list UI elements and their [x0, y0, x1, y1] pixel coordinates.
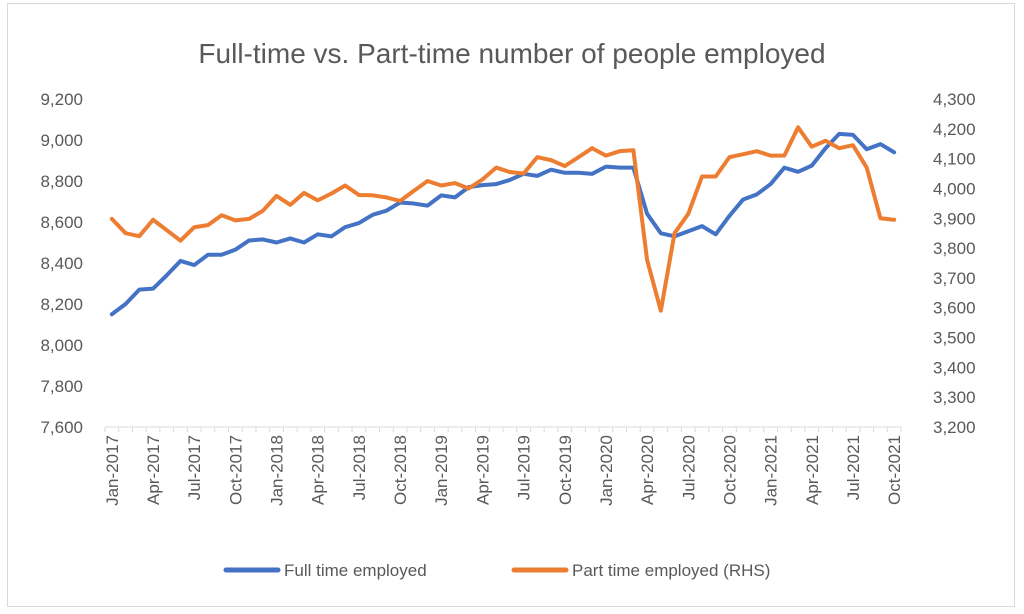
right-tick-label: 3,700: [933, 269, 976, 288]
x-tick-label: Jan-2020: [597, 435, 616, 506]
x-tick-label: Jan-2018: [268, 435, 287, 506]
x-tick-label: Oct-2020: [720, 435, 739, 505]
x-tick-label: Jul-2017: [185, 435, 204, 500]
x-tick-label: Jan-2017: [103, 435, 122, 506]
right-tick-label: 3,200: [933, 418, 976, 437]
right-tick-label: 3,600: [933, 299, 976, 318]
right-tick-label: 4,300: [933, 90, 976, 109]
left-tick-label: 8,000: [40, 336, 83, 355]
chart-title: Full-time vs. Part-time number of people…: [198, 38, 825, 69]
left-tick-label: 7,800: [40, 377, 83, 396]
x-tick-label: Oct-2019: [556, 435, 575, 505]
x-tick-label: Oct-2017: [226, 435, 245, 505]
right-tick-label: 3,400: [933, 358, 976, 377]
left-tick-label: 7,600: [40, 418, 83, 437]
x-tick-label: Jan-2021: [762, 435, 781, 506]
legend: Full time employed Part time employed (RH…: [223, 561, 770, 580]
part-time-series-line: [109, 125, 897, 313]
x-tick-label: Jul-2020: [679, 435, 698, 500]
left-tick-label: 8,600: [40, 213, 83, 232]
chart-frame: Full-time vs. Part-time number of people…: [7, 3, 1015, 607]
right-axis-ticks: 3,200 3,300 3,400 3,500 3,600 3,700 3,800 3,900…: [933, 90, 976, 437]
x-tick-label: Jan-2019: [432, 435, 451, 506]
x-tick-label: Jul-2018: [350, 435, 369, 500]
x-tick-label: Jul-2021: [844, 435, 863, 500]
x-tick-label: Apr-2020: [638, 435, 657, 505]
x-axis: Jan-2017 Apr-2017 Jul-2017 Oct-2017 Jan-2018…: [103, 426, 904, 506]
left-tick-label: 8,400: [40, 254, 83, 273]
right-tick-label: 4,000: [933, 179, 976, 198]
left-tick-label: 8,200: [40, 295, 83, 314]
x-tick-label: Apr-2018: [309, 435, 328, 505]
legend-label: Full time employed: [284, 561, 427, 580]
right-tick-label: 3,900: [933, 209, 976, 228]
left-tick-label: 9,000: [40, 131, 83, 150]
x-tick-label: Oct-2018: [391, 435, 410, 505]
series-layer: [109, 125, 897, 317]
x-tick-label: Apr-2021: [803, 435, 822, 505]
chart-svg: Full-time vs. Part-time number of people…: [40, 38, 976, 580]
right-tick-label: 4,100: [933, 150, 976, 169]
left-tick-label: 8,800: [40, 172, 83, 191]
x-tick-label: Oct-2021: [885, 435, 904, 505]
right-tick-label: 3,500: [933, 329, 976, 348]
right-tick-label: 3,300: [933, 388, 976, 407]
left-tick-label: 9,200: [40, 90, 83, 109]
right-tick-label: 3,800: [933, 239, 976, 258]
left-axis-ticks: 7,600 7,800 8,000 8,200 8,400 8,600 8,800 9,000…: [40, 90, 83, 437]
x-tick-label: Apr-2017: [144, 435, 163, 505]
full-time-series-line: [109, 131, 897, 317]
legend-label: Part time employed (RHS): [572, 561, 770, 580]
x-tick-label: Jul-2019: [515, 435, 534, 500]
right-tick-label: 4,200: [933, 120, 976, 139]
x-tick-label: Apr-2019: [473, 435, 492, 505]
